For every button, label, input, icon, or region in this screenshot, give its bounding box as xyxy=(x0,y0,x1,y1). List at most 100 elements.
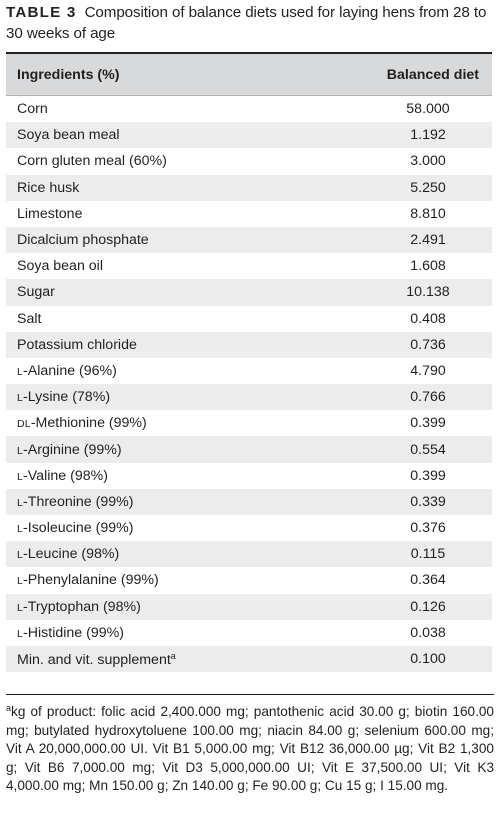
composition-table: Ingredients (%) Balanced diet Corn 58.000… xyxy=(6,52,492,673)
table-row: Rice husk 5.250 xyxy=(6,174,492,201)
table-label: TABLE 3 xyxy=(6,4,77,21)
ingredient-name: l-Leucine (98%) xyxy=(6,546,119,562)
ingredient-label: -Lysine (78%) xyxy=(23,389,111,406)
ingredient-name: l-Isoleucine (99%) xyxy=(6,520,133,536)
ingredient-name: Potassium chloride xyxy=(6,337,137,353)
ingredient-name: Rice husk xyxy=(6,180,79,196)
table-row: Sugar 10.138 xyxy=(6,279,492,306)
ingredient-name: l-Arginine (99%) xyxy=(6,442,122,458)
ingredient-value: 8.810 xyxy=(410,205,446,222)
ingredient-value: 1.192 xyxy=(410,127,446,144)
ingredient-value: 58.000 xyxy=(406,101,450,118)
ingredient-name: Corn gluten meal (60%) xyxy=(6,153,167,169)
ingredient-label: -Valine (98%) xyxy=(23,467,108,484)
stereo-prefix: l xyxy=(17,523,24,536)
ingredient-name: Dicalcium phosphate xyxy=(6,232,149,248)
ingredient-value: 4.790 xyxy=(410,362,446,379)
table-row: Dicalcium phosphate 2.491 xyxy=(6,226,492,254)
table-row: Corn 58.000 xyxy=(6,96,492,122)
ingredient-name: Sugar xyxy=(6,284,55,300)
ingredient-label: -Histidine (99%) xyxy=(23,624,124,641)
ingredient-label: -Threonine (99%) xyxy=(23,493,134,510)
ingredient-name: Soya bean meal xyxy=(6,127,120,143)
ingredient-value: 10.138 xyxy=(406,284,450,301)
stereo-prefix: l xyxy=(17,549,24,562)
ingredient-label: Corn xyxy=(17,101,48,118)
ingredient-label: Limestone xyxy=(17,205,83,222)
stereo-prefix: l xyxy=(17,496,24,509)
ingredient-label: Soya bean meal xyxy=(17,127,120,144)
table-footnote: akg of product: folic acid 2,400.000 mg;… xyxy=(6,694,494,796)
ingredient-label: -Phenylalanine (99%) xyxy=(23,572,159,589)
ingredient-value: 5.250 xyxy=(410,179,446,196)
ingredient-value: 0.399 xyxy=(410,415,446,432)
ingredient-value: 0.554 xyxy=(410,441,446,458)
stereo-prefix: l xyxy=(17,392,24,405)
ingredient-name: l-Threonine (99%) xyxy=(6,494,133,510)
ingredient-value: 0.038 xyxy=(410,624,446,641)
table-row: l-Histidine (99%) 0.038 xyxy=(6,620,492,646)
ingredient-name: Salt xyxy=(6,311,41,327)
ingredient-label: -Tryptophan (98%) xyxy=(23,598,141,615)
stereo-prefix: l xyxy=(17,365,24,378)
stereo-prefix: l xyxy=(17,627,24,640)
table-row: Limestone 8.810 xyxy=(6,201,492,227)
ingredient-label: Salt xyxy=(17,310,42,327)
ingredient-label: Soya bean oil xyxy=(17,258,103,275)
table-row: l-Tryptophan (98%) 0.126 xyxy=(6,593,492,620)
footnote-marker: a xyxy=(6,703,12,713)
ingredient-name: l-Valine (98%) xyxy=(6,468,108,484)
ingredient-name: Soya bean oil xyxy=(6,258,103,274)
ingredient-value: 0.115 xyxy=(410,546,446,563)
ingredient-label: -Arginine (99%) xyxy=(23,441,122,458)
table-row: Corn gluten meal (60%) 3.000 xyxy=(6,148,492,174)
stereo-prefix: l xyxy=(17,601,24,614)
ingredient-name: dl-Methionine (99%) xyxy=(6,415,147,431)
ingredient-value: 0.766 xyxy=(410,389,446,406)
ingredient-label: -Leucine (98%) xyxy=(23,546,120,563)
ingredient-label: Dicalcium phosphate xyxy=(17,232,149,249)
table-row: l-Alanine (96%) 4.790 xyxy=(6,358,492,384)
stereo-prefix: l xyxy=(17,575,24,588)
ingredient-label: -Alanine (96%) xyxy=(23,362,117,379)
stereo-prefix: l xyxy=(17,444,24,457)
ingredient-label: Sugar xyxy=(17,284,55,301)
ingredient-value: 0.376 xyxy=(410,520,446,537)
ingredient-name: Limestone xyxy=(6,206,82,222)
ingredient-value: 0.736 xyxy=(410,336,446,353)
table-row: Min. and vit. supplementa 0.100 xyxy=(6,645,492,673)
ingredient-value: 0.399 xyxy=(410,467,446,484)
table-row: l-Arginine (99%) 0.554 xyxy=(6,436,492,463)
table-row: l-Leucine (98%) 0.115 xyxy=(6,541,492,568)
ingredient-label: -Isoleucine (99%) xyxy=(23,520,134,537)
ingredient-name: l-Histidine (99%) xyxy=(6,625,124,641)
ingredient-name: Corn xyxy=(6,101,48,117)
stereo-prefix: dl xyxy=(17,418,31,431)
table-row: Soya bean oil 1.608 xyxy=(6,253,492,279)
ingredient-name: l-Tryptophan (98%) xyxy=(6,599,141,615)
ingredient-value: 0.126 xyxy=(410,598,446,615)
table-caption: TABLE 3 Composition of balance diets used… xyxy=(6,2,498,44)
table-body: Corn 58.000 Soya bean meal 1.192 Corn gluten… xyxy=(6,96,492,673)
ingredient-label: -Methionine (99%) xyxy=(30,415,147,432)
table-row: Potassium chloride 0.736 xyxy=(6,331,492,358)
ingredient-label: Potassium chloride xyxy=(17,336,137,353)
table-row: l-Phenylalanine (99%) 0.364 xyxy=(6,567,492,593)
ingredient-value: 0.408 xyxy=(410,310,446,327)
ingredient-name: Min. and vit. supplementa xyxy=(6,651,176,668)
table-row: Salt 0.408 xyxy=(6,306,492,332)
ingredient-label: Min. and vit. supplement xyxy=(17,651,171,668)
table-row: l-Valine (98%) 0.399 xyxy=(6,463,492,489)
table-header-row: Ingredients (%) Balanced diet xyxy=(6,54,492,96)
ingredient-value: 3.000 xyxy=(410,153,446,170)
table-row: l-Isoleucine (99%) 0.376 xyxy=(6,515,492,541)
footnote-reference: a xyxy=(170,650,176,661)
table-row: l-Lysine (78%) 0.766 xyxy=(6,384,492,411)
ingredient-value: 0.339 xyxy=(410,493,446,510)
table-row: Soya bean meal 1.192 xyxy=(6,122,492,149)
ingredient-value: 2.491 xyxy=(410,232,446,249)
caption-text: Composition of balance diets used for la… xyxy=(6,4,487,42)
ingredient-label: Corn gluten meal (60%) xyxy=(17,153,167,170)
ingredient-value: 1.608 xyxy=(410,258,446,275)
ingredient-value: 0.100 xyxy=(410,651,446,668)
